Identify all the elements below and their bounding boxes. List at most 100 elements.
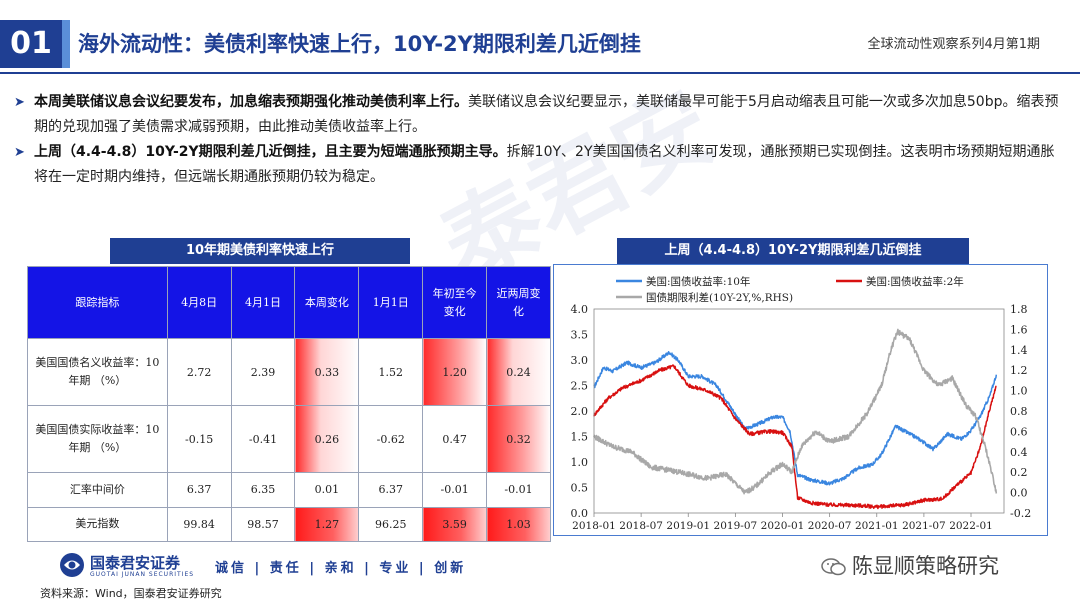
bullet-item: ➤ 本周美联储议息会议纪要发布，加息缩表预期强化推动美债利率上行。美联储议息会议…: [14, 90, 1064, 140]
table-cell: -0.62: [358, 405, 424, 474]
y-left-tick-label: 2.5: [571, 380, 589, 393]
x-tick-label: 2020-01: [761, 520, 805, 532]
table-cell: 2.72: [166, 337, 232, 407]
table-row: 汇率中间价 6.37 6.35 0.01 6.37 -0.01 -0.01: [27, 472, 551, 508]
table-cell: 99.84: [166, 506, 232, 543]
brand-logo-icon: [60, 553, 84, 577]
table-cell: -0.41: [230, 405, 296, 474]
y-right-tick-label: 0.4: [1010, 446, 1028, 459]
table-header-cell: 4月1日: [230, 266, 296, 339]
table-header-cell: 本周变化: [294, 266, 360, 339]
section-number: 01: [0, 20, 62, 68]
x-tick-label: 2018-07: [619, 520, 663, 532]
table-cell-highlight: 1.03: [486, 506, 551, 543]
table-cell: 0.47: [422, 405, 488, 474]
page-title: 海外流动性：美债利率快速上行，10Y-2Y期限利差几近倒挂: [78, 32, 641, 56]
y-right-tick-label: 1.0: [1010, 385, 1028, 398]
x-tick-label: 2019-07: [714, 520, 758, 532]
header-divider: [0, 72, 1080, 74]
x-tick-label: 2019-01: [666, 520, 710, 532]
table-cell: -0.01: [422, 472, 488, 508]
table-cell: -0.01: [486, 472, 551, 508]
series-line: [593, 364, 997, 510]
legend-label: 美国:国债收益率:10年: [646, 275, 750, 288]
table-cell: 1.52: [358, 337, 424, 407]
row-label: 美国国债实际收益率：10年期 （%）: [27, 405, 168, 474]
bullet-list: ➤ 本周美联储议息会议纪要发布，加息缩表预期强化推动美债利率上行。美联储议息会议…: [14, 90, 1064, 190]
y-right-tick-label: 0.6: [1010, 425, 1028, 438]
table-cell: 2.39: [230, 337, 296, 407]
legend-label: 美国:国债收益率:2年: [866, 275, 964, 288]
table-header-row: 跟踪指标 4月8日 4月1日 本周变化 1月1日 年初至今变化 近两周变化: [27, 266, 551, 339]
bullet-headline: 上周（4.4-4.8）10Y-2Y期限利差几近倒挂，且主要为短端通胀预期主导。: [34, 144, 507, 160]
table-cell: 6.37: [358, 472, 424, 508]
y-right-tick-label: -0.2: [1010, 507, 1031, 520]
wechat-account-name: 陈显顺策略研究: [852, 554, 999, 578]
x-tick-label: 2020-07: [808, 520, 852, 532]
table-cell-highlight: 0.26: [294, 405, 360, 474]
table-cell: 96.25: [358, 506, 424, 543]
table-cell: 98.57: [230, 506, 296, 543]
y-left-tick-label: 0.5: [571, 482, 589, 495]
report-series: 全球流动性观察系列4月第1期: [867, 37, 1040, 52]
table-cell: 6.37: [166, 472, 232, 508]
brand-name-en: GUOTAI JUNAN SECURITIES: [90, 571, 195, 578]
table-cell-highlight: 0.32: [486, 405, 551, 474]
table-header-cell: 跟踪指标: [27, 266, 168, 339]
arrow-bullet-icon: ➤: [14, 95, 25, 110]
y-left-tick-label: 3.0: [571, 354, 589, 367]
y-right-tick-label: 0.2: [1010, 466, 1028, 479]
y-left-tick-label: 2.0: [571, 405, 589, 418]
table-header-cell: 1月1日: [358, 266, 424, 339]
y-right-tick-label: 1.4: [1010, 344, 1028, 357]
x-tick-label: 2018-01: [572, 520, 616, 532]
table-cell: 0.01: [294, 472, 360, 508]
table-header-cell: 近两周变化: [486, 266, 551, 339]
bullet-item: ➤ 上周（4.4-4.8）10Y-2Y期限利差几近倒挂，且主要为短端通胀预期主导…: [14, 140, 1064, 190]
row-label: 美国国债名义收益率：10年期 （%）: [27, 337, 168, 407]
bullet-text: 拆解10Y、2Y美国国债名义利率可发现，通胀预期已实现倒挂。这表明市场预期短期通…: [34, 144, 1055, 185]
y-right-tick-label: 1.2: [1010, 364, 1028, 377]
row-label: 美元指数: [27, 506, 168, 543]
y-right-tick-label: 0.8: [1010, 405, 1028, 418]
table-cell-highlight: 0.24: [486, 337, 551, 407]
wechat-icon: [821, 558, 846, 576]
data-source: 资料来源：Wind，国泰君安证券研究: [40, 587, 222, 600]
chart-frame: 0.0 0.5 1.0 1.5 2.0 2.5 3.0 3.5 4.0 -0.2 0.0 0.2 0.4…: [553, 264, 1048, 536]
series-line: [593, 328, 998, 495]
table-title: 10年期美债利率快速上行: [110, 238, 410, 264]
table-header-cell: 年初至今变化: [422, 266, 488, 339]
table-header-cell: 4月8日: [166, 266, 232, 339]
table-cell: -0.15: [166, 405, 232, 474]
y-left-tick-label: 1.0: [571, 456, 589, 469]
y-left-tick-label: 0.0: [571, 507, 589, 520]
legend-label: 国债期限利差(10Y-2Y,%,RHS): [646, 291, 793, 304]
table-row: 美国国债名义收益率：10年期 （%） 2.72 2.39 0.33 1.52 1…: [27, 337, 551, 407]
header-accent-bar: [62, 20, 70, 68]
y-left-tick-label: 4.0: [571, 303, 589, 316]
brand-name: 国泰君安证券: [90, 554, 181, 572]
table-cell-highlight: 3.59: [422, 506, 488, 543]
y-left-tick-label: 1.5: [571, 431, 589, 444]
yield-spread-chart: 0.0 0.5 1.0 1.5 2.0 2.5 3.0 3.5 4.0 -0.2 0.0 0.2 0.4…: [571, 275, 1032, 532]
table-row: 美元指数 99.84 98.57 1.27 96.25 3.59 1.03: [27, 506, 551, 543]
y-right-tick-label: 1.8: [1010, 303, 1028, 316]
table-cell-highlight: 0.33: [294, 337, 360, 407]
table-row: 美国国债实际收益率：10年期 （%） -0.15 -0.41 0.26 -0.6…: [27, 405, 551, 474]
brand-slogan: 诚信 | 责任 | 亲和 | 专业 | 创新: [215, 561, 467, 576]
wechat-account: 陈显顺策略研究: [820, 550, 999, 580]
y-right-tick-label: 1.6: [1010, 323, 1028, 336]
y-left-tick-label: 3.5: [571, 329, 589, 342]
chart-title: 上周（4.4-4.8）10Y-2Y期限利差几近倒挂: [617, 238, 969, 264]
arrow-bullet-icon: ➤: [14, 145, 25, 160]
plot-area: [593, 308, 1005, 514]
table-cell-highlight: 1.20: [422, 337, 488, 407]
x-tick-label: 2021-07: [902, 520, 946, 532]
x-tick-label: 2021-01: [855, 520, 899, 532]
y-right-tick-label: 0.0: [1010, 487, 1028, 500]
tracking-table: 跟踪指标 4月8日 4月1日 本周变化 1月1日 年初至今变化 近两周变化 美国…: [27, 266, 551, 543]
x-tick-label: 2022-01: [949, 520, 993, 532]
row-label: 汇率中间价: [27, 472, 168, 508]
table-cell: 6.35: [230, 472, 296, 508]
bullet-headline: 本周美联储议息会议纪要发布，加息缩表预期强化推动美债利率上行。: [34, 94, 468, 110]
